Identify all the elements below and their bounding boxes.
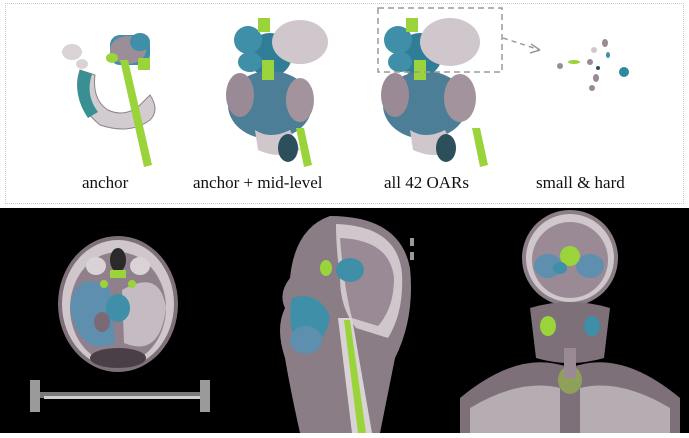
- coronal-ct-slice: [460, 210, 680, 433]
- render-small-hard: [557, 39, 629, 91]
- caption-anchor-mid-level: anchor + mid-level: [193, 173, 323, 192]
- render-anchor-mid-level: [226, 18, 328, 167]
- oar-render-panel: anchor anchor + mid-level all 42 OARs sm…: [0, 0, 689, 208]
- dashed-arrow: [502, 37, 541, 51]
- panel-frame: [5, 3, 684, 204]
- ct-slices-panel: [0, 208, 689, 433]
- caption-anchor: anchor: [82, 173, 129, 192]
- axial-ct-slice: [30, 236, 210, 412]
- render-anchor: [62, 33, 156, 167]
- render-canvas: [62, 7, 629, 167]
- ct-canvas: [30, 210, 680, 433]
- selection-box: [377, 7, 503, 73]
- caption-small-hard: small & hard: [536, 173, 625, 192]
- caption-all-oars: all 42 OARs: [384, 173, 469, 192]
- sagittal-ct-slice: [280, 216, 414, 433]
- render-all-oars: [377, 7, 541, 167]
